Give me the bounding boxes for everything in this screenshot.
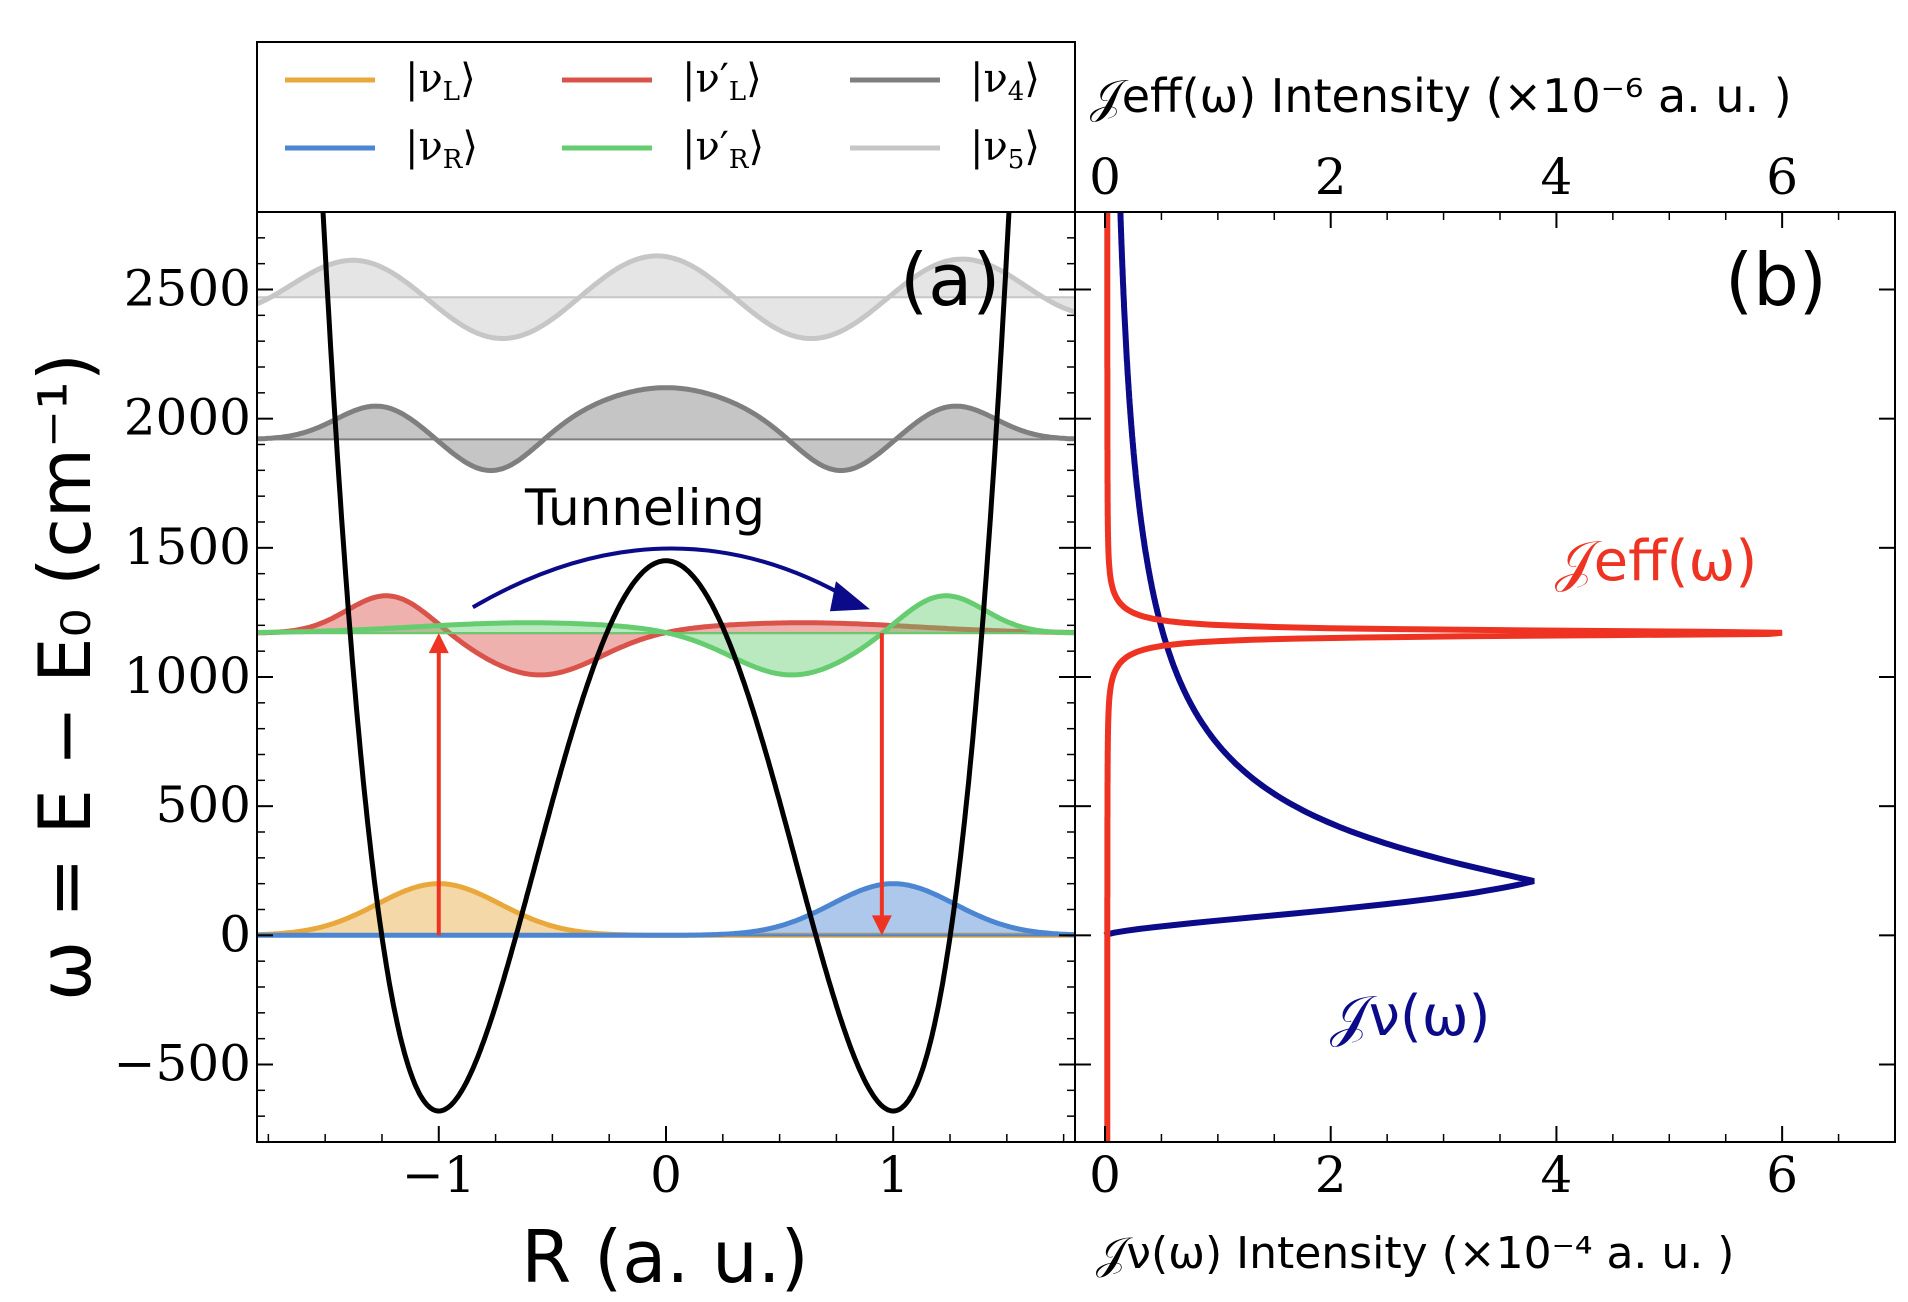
panel-b: 0 0 2 2 4 4 6 6 (b) 𝒥eff(ω) Intensity (×10⁻⁶ a.… <box>1074 69 1896 1279</box>
spectral-curves <box>1103 212 1783 1142</box>
bottom-x-tick-label: 2 <box>1315 1146 1347 1204</box>
series-label-jnu: 𝒥ν(ω) <box>1330 984 1491 1049</box>
wavefunction-curve <box>257 593 1075 678</box>
top-x-tick-label: 0 <box>1089 148 1121 206</box>
wavefunction-fill <box>257 883 1075 936</box>
wavefunction-curve <box>257 253 1075 341</box>
potential-curve <box>320 212 1012 1114</box>
legend: |νL⟩ |ν′L⟩ |ν4⟩ |νR⟩ |ν′R⟩ |ν5⟩ <box>256 41 1076 213</box>
legend-label: |ν5⟩ <box>970 124 1040 175</box>
panel-a-ticks: −500 0 500 1000 1500 2000 2500 −1 0 1 <box>114 211 1075 1204</box>
bottom-x-tick-label: 0 <box>1089 1146 1121 1204</box>
legend-frame <box>256 41 1076 213</box>
panel-a-frame <box>256 211 1076 1143</box>
legend-label: |ν′R⟩ <box>682 124 764 175</box>
top-x-tick-label: 2 <box>1315 148 1347 206</box>
panel-b-label: (b) <box>1725 238 1827 322</box>
y-tick-label: 0 <box>219 905 251 963</box>
transition-arrows <box>428 546 892 936</box>
series-label-jeff: 𝒥eff(ω) <box>1555 529 1757 594</box>
panel-a-label: (a) <box>900 238 1000 322</box>
y-tick-label: 2500 <box>124 260 251 318</box>
top-x-tick-label: 6 <box>1766 148 1798 206</box>
tunneling-arrow <box>471 546 855 609</box>
wavefunction-curve <box>257 385 1075 473</box>
y-tick-label: 500 <box>156 776 251 834</box>
legend-label: |ν′L⟩ <box>682 56 762 107</box>
x-tick-label: 1 <box>877 1146 909 1204</box>
panel-a: −500 0 500 1000 1500 2000 2500 −1 0 1 (a) Tunneli… <box>23 211 1076 1299</box>
jeff-curve <box>1104 212 1783 1142</box>
wavefunction-fill <box>257 387 1075 471</box>
tunneling-arrowhead <box>829 581 870 612</box>
legend-items: |νL⟩ |ν′L⟩ |ν4⟩ |νR⟩ |ν′R⟩ |ν5⟩ <box>285 56 1040 175</box>
wavefunction-curve <box>257 881 1075 938</box>
legend-label: |νL⟩ <box>405 56 476 107</box>
relaxation-arrowhead <box>871 915 892 936</box>
top-x-tick-label: 4 <box>1541 148 1573 206</box>
y-axis-label: ω = E − E₀ (cm⁻¹) <box>23 353 107 1001</box>
legend-label: |νR⟩ <box>405 124 478 175</box>
jnu-curve <box>1103 212 1535 938</box>
x-axis-label: R (a. u.) <box>521 1215 809 1299</box>
y-tick-label: 1500 <box>124 518 251 576</box>
legend-label: |ν4⟩ <box>970 56 1040 107</box>
excitation-arrowhead <box>428 633 449 654</box>
wavefunction-fill <box>257 883 1075 936</box>
panel-b-ticks: 0 0 2 2 4 4 6 6 <box>1075 148 1895 1204</box>
wavefunctions <box>257 253 1075 938</box>
y-tick-label: 2000 <box>124 389 251 447</box>
bottom-x-tick-label: 4 <box>1541 1146 1573 1204</box>
bottom-axis-label: 𝒥ν(ω) Intensity (×10⁻⁴ a. u. ) <box>1096 1228 1734 1279</box>
bottom-x-tick-label: 6 <box>1766 1146 1798 1204</box>
y-tick-label: −500 <box>114 1035 251 1093</box>
tunneling-label: Tunneling <box>524 479 765 537</box>
y-tick-label: 1000 <box>124 647 251 705</box>
x-tick-label: −1 <box>402 1146 476 1204</box>
x-tick-label: 0 <box>650 1146 682 1204</box>
top-axis-label: 𝒥eff(ω) Intensity (×10⁻⁶ a. u. ) <box>1090 69 1792 123</box>
